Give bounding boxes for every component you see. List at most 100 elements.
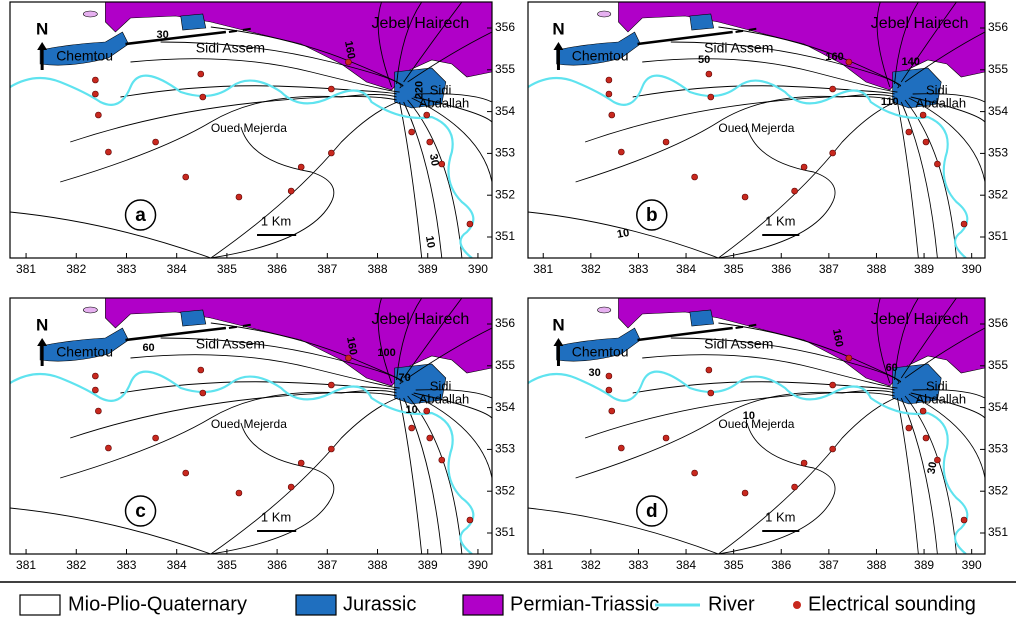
- sounding: [801, 164, 807, 170]
- sounding: [236, 490, 242, 496]
- x-tick-label: 383: [628, 262, 648, 276]
- sounding: [328, 150, 334, 156]
- x-tick-label: 386: [267, 558, 287, 572]
- north-label: N: [552, 19, 564, 38]
- sounding: [742, 490, 748, 496]
- place-label: Jebel Hairech: [871, 15, 969, 32]
- river-label: Oued Mejerda: [718, 417, 794, 431]
- x-tick-label: 389: [418, 262, 438, 276]
- contour-label: 70: [399, 372, 411, 384]
- x-tick-label: 389: [418, 558, 438, 572]
- place-label: Abdallah: [915, 95, 966, 110]
- sounding: [409, 129, 415, 135]
- sounding: [792, 188, 798, 194]
- x-tick-label: 387: [317, 262, 337, 276]
- place-label: Jebel Hairech: [372, 311, 470, 328]
- sounding: [830, 446, 836, 452]
- place-label: Chemtou: [56, 48, 113, 64]
- place-label: Sidi Assem: [196, 40, 265, 56]
- x-tick-label: 385: [724, 558, 744, 572]
- scale-label: 1 Km: [261, 213, 291, 228]
- sounding: [328, 382, 334, 388]
- x-tick-label: 390: [962, 262, 982, 276]
- y-tick-label: 351: [495, 525, 515, 539]
- contour-label: 160: [825, 51, 843, 63]
- sounding: [606, 91, 612, 97]
- x-tick-label: 382: [581, 558, 601, 572]
- jurassic: [690, 310, 714, 326]
- legend-label: River: [708, 593, 755, 615]
- river-label: Oued Mejerda: [718, 121, 794, 135]
- sounding: [288, 188, 294, 194]
- place-label: Abdallah: [915, 391, 966, 406]
- north-label: N: [552, 315, 564, 334]
- north-label: N: [36, 315, 48, 334]
- x-tick-label: 384: [676, 262, 696, 276]
- outcrop: [598, 307, 611, 313]
- x-tick-label: 384: [167, 262, 187, 276]
- sounding: [105, 445, 111, 451]
- contour-label: 30: [427, 153, 441, 167]
- sounding: [95, 408, 101, 414]
- panel-label: a: [135, 205, 146, 226]
- sounding: [298, 164, 304, 170]
- sounding: [236, 194, 242, 200]
- legend-swatch: [463, 595, 503, 615]
- contour-label: 50: [698, 54, 710, 66]
- legend: Mio-Plio-QuaternaryJurassicPermian-Trias…: [20, 593, 976, 615]
- sounding: [467, 517, 473, 523]
- sounding: [923, 139, 929, 145]
- sounding: [846, 355, 852, 361]
- contour-label: 220: [414, 81, 426, 99]
- legend-label: Permian-Triassic: [510, 593, 659, 615]
- y-tick-label: 354: [988, 104, 1008, 118]
- sounding: [198, 367, 204, 373]
- sounding: [298, 460, 304, 466]
- y-tick-label: 353: [495, 146, 515, 160]
- legend-label: Mio-Plio-Quaternary: [68, 593, 247, 615]
- sounding: [345, 59, 351, 65]
- y-tick-label: 352: [988, 483, 1008, 497]
- scale-label: 1 Km: [765, 509, 795, 524]
- sounding: [328, 446, 334, 452]
- river-label: Oued Mejerda: [211, 121, 287, 135]
- x-tick-label: 381: [16, 558, 36, 572]
- y-tick-label: 356: [988, 316, 1008, 330]
- y-tick-label: 356: [988, 20, 1008, 34]
- y-tick-label: 355: [988, 62, 1008, 76]
- sounding: [792, 484, 798, 490]
- sounding: [618, 149, 624, 155]
- place-label: Jebel Hairech: [871, 311, 969, 328]
- y-tick-label: 351: [988, 229, 1008, 243]
- y-tick-label: 353: [988, 146, 1008, 160]
- contour-label: 10: [406, 404, 418, 416]
- legend-swatch: [793, 601, 801, 609]
- x-tick-label: 384: [676, 558, 696, 572]
- contour-label: 60: [886, 362, 898, 374]
- sounding: [706, 367, 712, 373]
- sounding: [692, 174, 698, 180]
- sounding: [95, 112, 101, 118]
- sounding: [467, 221, 473, 227]
- outcrop: [598, 11, 611, 17]
- sounding: [934, 457, 940, 463]
- x-tick-label: 389: [914, 558, 934, 572]
- jurassic: [690, 14, 714, 30]
- sounding: [200, 390, 206, 396]
- sounding: [105, 149, 111, 155]
- sounding: [439, 457, 445, 463]
- panel-label: d: [646, 501, 658, 522]
- sounding: [708, 390, 714, 396]
- x-tick-label: 388: [368, 558, 388, 572]
- north-label: N: [36, 19, 48, 38]
- x-tick-label: 388: [368, 262, 388, 276]
- contour-label: 10: [743, 410, 755, 422]
- x-tick-label: 386: [267, 262, 287, 276]
- legend-swatch: [296, 595, 336, 615]
- place-label: Abdallah: [419, 95, 470, 110]
- x-tick-label: 388: [866, 558, 886, 572]
- x-tick-label: 390: [468, 262, 488, 276]
- y-tick-label: 354: [495, 104, 515, 118]
- x-tick-label: 386: [771, 262, 791, 276]
- sounding: [328, 86, 334, 92]
